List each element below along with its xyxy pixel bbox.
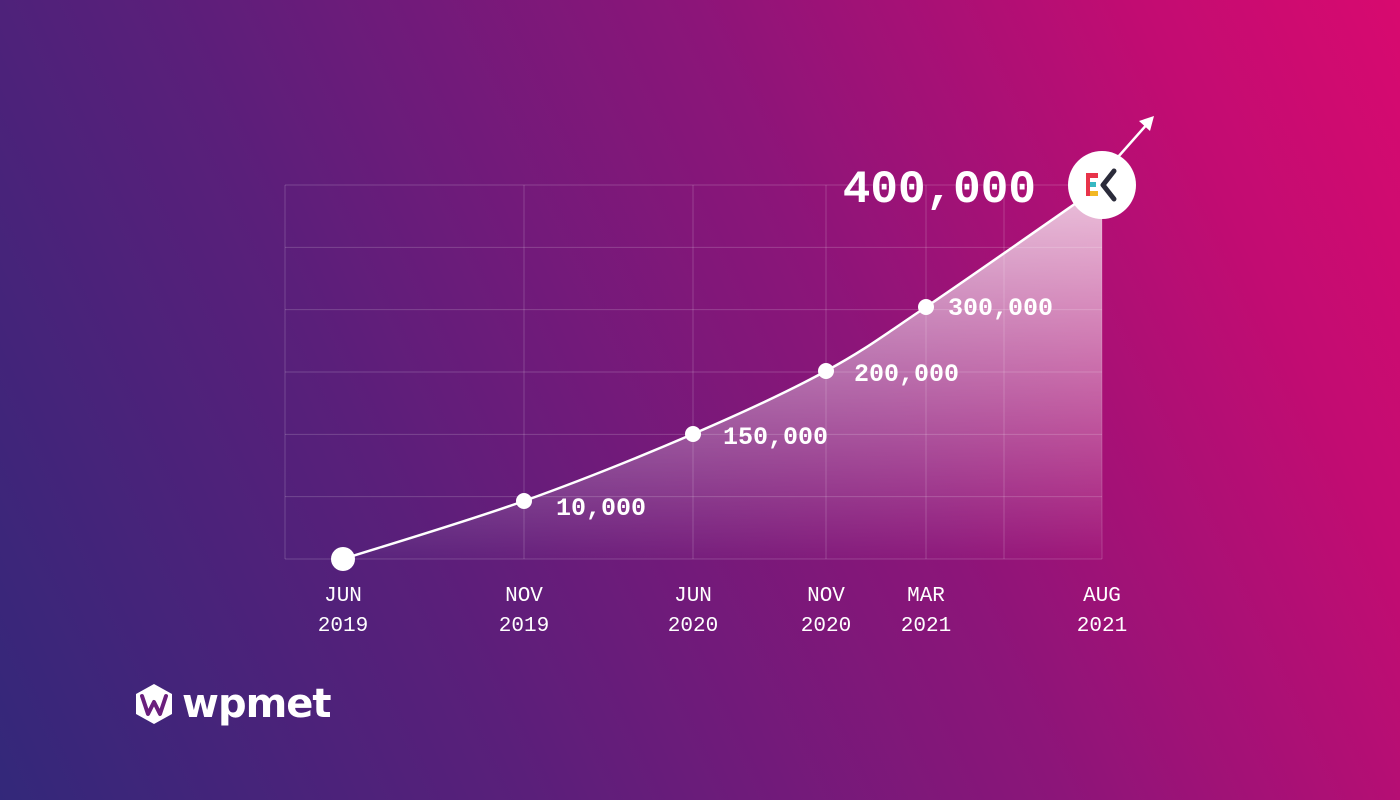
glyph-bar	[1086, 191, 1098, 196]
brand-name: wpmet	[182, 681, 332, 727]
x-tick-month: MAR	[907, 585, 945, 608]
data-point	[918, 299, 934, 315]
data-point	[516, 493, 532, 509]
x-tick-year: 2020	[801, 615, 851, 638]
trend-arrow	[1117, 121, 1150, 158]
glyph-bar	[1086, 173, 1090, 196]
series-line	[342, 183, 1103, 561]
x-tick-year: 2019	[318, 615, 368, 638]
glyph-bar	[1086, 182, 1096, 187]
data-point	[331, 547, 355, 571]
x-tick-month: JUN	[674, 585, 712, 608]
data-label: 150,000	[723, 423, 828, 452]
data-label: 200,000	[854, 360, 959, 389]
wpmet-logo-icon	[136, 684, 172, 724]
data-label: 10,000	[556, 494, 646, 523]
data-label: 300,000	[948, 294, 1053, 323]
x-tick-year: 2020	[668, 615, 718, 638]
x-tick-year: 2021	[901, 615, 951, 638]
trend-arrow-head	[1139, 116, 1154, 131]
data-label-highlight: 400,000	[843, 164, 1036, 216]
data-point	[685, 426, 701, 442]
glyph-chevron	[1100, 168, 1117, 202]
area-fill	[343, 185, 1102, 559]
x-tick-month: AUG	[1083, 585, 1121, 608]
x-tick-month: NOV	[807, 585, 845, 608]
elementskit-logo-icon	[1068, 151, 1136, 219]
x-tick-year: 2019	[499, 615, 549, 638]
data-point	[818, 363, 834, 379]
x-tick-month: JUN	[324, 585, 362, 608]
x-tick-year: 2021	[1077, 615, 1127, 638]
wpmet-logo: wpmet	[132, 680, 332, 728]
glyph-bar	[1086, 173, 1098, 178]
x-tick-month: NOV	[505, 585, 543, 608]
